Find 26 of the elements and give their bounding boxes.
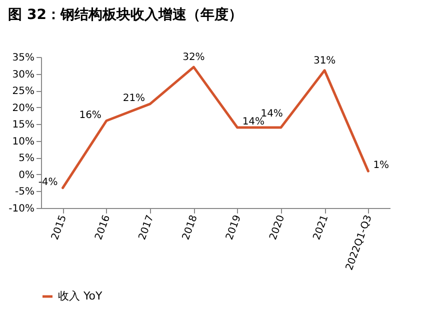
legend-label: 收入 YoY (58, 290, 102, 302)
y-tick-label: -5% (15, 186, 34, 198)
x-tick-label: 2016 (94, 214, 113, 242)
y-tick-label: 5% (18, 153, 34, 164)
x-tick-label: 2019 (224, 214, 244, 242)
y-tick-label: 35% (12, 52, 34, 64)
data-label: 31% (313, 55, 336, 66)
chart-title: 图 32：钢结构板块收入增速（年度） (8, 6, 243, 23)
y-tick-label: 25% (12, 86, 34, 98)
data-label: 1% (373, 160, 390, 172)
x-tick-label: 2020 (268, 214, 288, 242)
data-label: 16% (79, 110, 102, 121)
y-tick-label: 20% (12, 102, 34, 114)
x-tick-label: 2015 (50, 214, 69, 242)
data-label: -4% (38, 176, 58, 188)
y-tick-label: 0% (18, 170, 34, 181)
x-tick-label: 2018 (180, 214, 200, 242)
y-tick-label: -10% (8, 204, 34, 214)
y-tick-label: 15% (12, 120, 34, 131)
data-label: 21% (122, 92, 146, 104)
x-tick-label: 2021 (312, 214, 331, 242)
x-tick-label: 2017 (137, 214, 156, 242)
data-label: 32% (182, 52, 205, 64)
y-tick-label: 10% (12, 136, 34, 148)
y-tick-label: 30% (12, 69, 34, 80)
line-series (62, 66, 370, 190)
